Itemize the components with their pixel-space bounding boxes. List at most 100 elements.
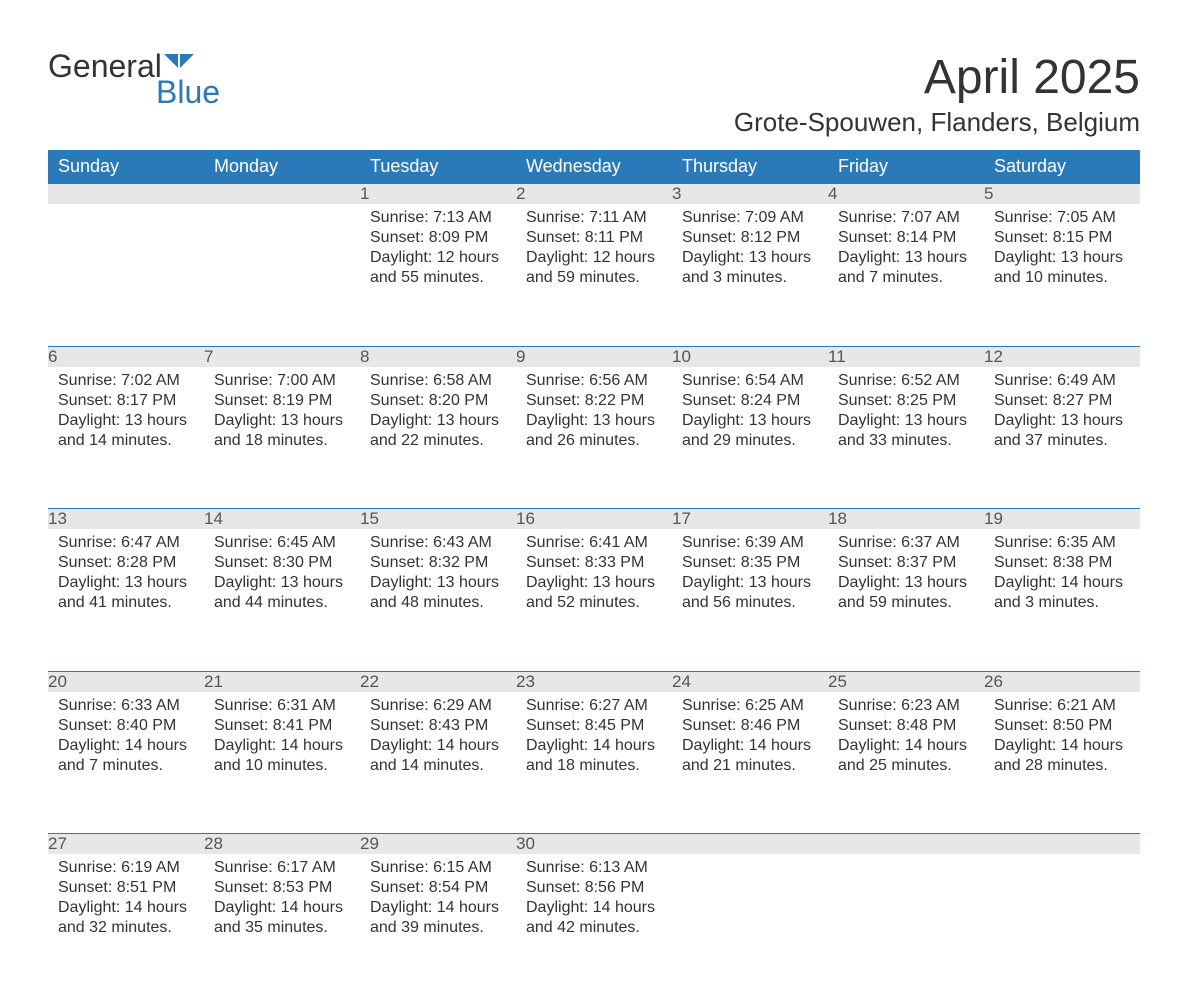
weekday-header: Monday xyxy=(204,150,360,184)
day-number: 11 xyxy=(828,346,984,367)
day-content-row: Sunrise: 6:19 AMSunset: 8:51 PMDaylight:… xyxy=(48,854,1140,996)
day-number: 2 xyxy=(516,184,672,205)
day-number: 1 xyxy=(360,184,516,205)
day-number: 16 xyxy=(516,509,672,530)
day-cell: Sunrise: 7:02 AMSunset: 8:17 PMDaylight:… xyxy=(48,367,204,509)
day-number: 13 xyxy=(48,509,204,530)
day-details: Sunrise: 6:19 AMSunset: 8:51 PMDaylight:… xyxy=(48,854,204,946)
day-cell: Sunrise: 6:45 AMSunset: 8:30 PMDaylight:… xyxy=(204,529,360,671)
day-cell: Sunrise: 6:23 AMSunset: 8:48 PMDaylight:… xyxy=(828,692,984,834)
day-details: Sunrise: 6:37 AMSunset: 8:37 PMDaylight:… xyxy=(828,529,984,621)
day-number: 29 xyxy=(360,834,516,855)
day-number xyxy=(204,184,360,205)
day-cell: Sunrise: 7:07 AMSunset: 8:14 PMDaylight:… xyxy=(828,204,984,346)
day-details: Sunrise: 6:27 AMSunset: 8:45 PMDaylight:… xyxy=(516,692,672,784)
day-details: Sunrise: 7:05 AMSunset: 8:15 PMDaylight:… xyxy=(984,204,1140,296)
day-content-row: Sunrise: 6:47 AMSunset: 8:28 PMDaylight:… xyxy=(48,529,1140,671)
day-cell: Sunrise: 6:27 AMSunset: 8:45 PMDaylight:… xyxy=(516,692,672,834)
day-number: 15 xyxy=(360,509,516,530)
day-number: 3 xyxy=(672,184,828,205)
day-number: 7 xyxy=(204,346,360,367)
day-number: 12 xyxy=(984,346,1140,367)
weekday-header: Wednesday xyxy=(516,150,672,184)
day-cell xyxy=(48,204,204,346)
day-cell: Sunrise: 6:54 AMSunset: 8:24 PMDaylight:… xyxy=(672,367,828,509)
day-cell: Sunrise: 6:52 AMSunset: 8:25 PMDaylight:… xyxy=(828,367,984,509)
day-cell: Sunrise: 7:05 AMSunset: 8:15 PMDaylight:… xyxy=(984,204,1140,346)
day-number: 26 xyxy=(984,671,1140,692)
day-cell: Sunrise: 6:31 AMSunset: 8:41 PMDaylight:… xyxy=(204,692,360,834)
header: General Blue April 2025 Grote-Spouwen, F… xyxy=(48,50,1140,138)
day-cell: Sunrise: 7:11 AMSunset: 8:11 PMDaylight:… xyxy=(516,204,672,346)
weekday-header: Thursday xyxy=(672,150,828,184)
day-cell: Sunrise: 6:13 AMSunset: 8:56 PMDaylight:… xyxy=(516,854,672,996)
day-cell: Sunrise: 6:39 AMSunset: 8:35 PMDaylight:… xyxy=(672,529,828,671)
weekday-header-row: SundayMondayTuesdayWednesdayThursdayFrid… xyxy=(48,150,1140,184)
day-number: 10 xyxy=(672,346,828,367)
day-cell: Sunrise: 6:33 AMSunset: 8:40 PMDaylight:… xyxy=(48,692,204,834)
weekday-header: Friday xyxy=(828,150,984,184)
day-details: Sunrise: 7:09 AMSunset: 8:12 PMDaylight:… xyxy=(672,204,828,296)
brand-logo: General Blue xyxy=(48,50,194,82)
day-details: Sunrise: 7:13 AMSunset: 8:09 PMDaylight:… xyxy=(360,204,516,296)
day-number: 24 xyxy=(672,671,828,692)
day-content-row: Sunrise: 6:33 AMSunset: 8:40 PMDaylight:… xyxy=(48,692,1140,834)
day-cell: Sunrise: 6:19 AMSunset: 8:51 PMDaylight:… xyxy=(48,854,204,996)
weekday-header: Saturday xyxy=(984,150,1140,184)
brand-part2: Blue xyxy=(156,76,220,108)
day-cell: Sunrise: 6:17 AMSunset: 8:53 PMDaylight:… xyxy=(204,854,360,996)
day-cell: Sunrise: 6:21 AMSunset: 8:50 PMDaylight:… xyxy=(984,692,1140,834)
day-details: Sunrise: 6:17 AMSunset: 8:53 PMDaylight:… xyxy=(204,854,360,946)
day-cell: Sunrise: 7:00 AMSunset: 8:19 PMDaylight:… xyxy=(204,367,360,509)
day-number: 19 xyxy=(984,509,1140,530)
day-details: Sunrise: 6:54 AMSunset: 8:24 PMDaylight:… xyxy=(672,367,828,459)
day-number: 8 xyxy=(360,346,516,367)
day-cell: Sunrise: 6:47 AMSunset: 8:28 PMDaylight:… xyxy=(48,529,204,671)
day-number: 20 xyxy=(48,671,204,692)
day-details: Sunrise: 6:49 AMSunset: 8:27 PMDaylight:… xyxy=(984,367,1140,459)
day-cell xyxy=(204,204,360,346)
page-title: April 2025 xyxy=(734,50,1140,105)
daynum-row: 27282930 xyxy=(48,834,1140,855)
day-number: 17 xyxy=(672,509,828,530)
day-details: Sunrise: 6:31 AMSunset: 8:41 PMDaylight:… xyxy=(204,692,360,784)
day-cell: Sunrise: 7:09 AMSunset: 8:12 PMDaylight:… xyxy=(672,204,828,346)
weekday-header: Sunday xyxy=(48,150,204,184)
day-cell: Sunrise: 6:15 AMSunset: 8:54 PMDaylight:… xyxy=(360,854,516,996)
day-number xyxy=(828,834,984,855)
day-number: 28 xyxy=(204,834,360,855)
daynum-row: 20212223242526 xyxy=(48,671,1140,692)
day-content-row: Sunrise: 7:02 AMSunset: 8:17 PMDaylight:… xyxy=(48,367,1140,509)
day-details: Sunrise: 7:02 AMSunset: 8:17 PMDaylight:… xyxy=(48,367,204,459)
day-number xyxy=(48,184,204,205)
day-details: Sunrise: 7:11 AMSunset: 8:11 PMDaylight:… xyxy=(516,204,672,296)
calendar-table: SundayMondayTuesdayWednesdayThursdayFrid… xyxy=(48,150,1140,996)
day-number: 22 xyxy=(360,671,516,692)
day-details: Sunrise: 7:00 AMSunset: 8:19 PMDaylight:… xyxy=(204,367,360,459)
day-number: 18 xyxy=(828,509,984,530)
day-number: 14 xyxy=(204,509,360,530)
daynum-row: 12345 xyxy=(48,184,1140,205)
day-details: Sunrise: 7:07 AMSunset: 8:14 PMDaylight:… xyxy=(828,204,984,296)
day-number: 6 xyxy=(48,346,204,367)
day-details: Sunrise: 6:35 AMSunset: 8:38 PMDaylight:… xyxy=(984,529,1140,621)
day-details: Sunrise: 6:23 AMSunset: 8:48 PMDaylight:… xyxy=(828,692,984,784)
day-details: Sunrise: 6:39 AMSunset: 8:35 PMDaylight:… xyxy=(672,529,828,621)
daynum-row: 13141516171819 xyxy=(48,509,1140,530)
day-cell: Sunrise: 6:43 AMSunset: 8:32 PMDaylight:… xyxy=(360,529,516,671)
day-details: Sunrise: 6:13 AMSunset: 8:56 PMDaylight:… xyxy=(516,854,672,946)
day-cell: Sunrise: 6:58 AMSunset: 8:20 PMDaylight:… xyxy=(360,367,516,509)
day-details: Sunrise: 6:43 AMSunset: 8:32 PMDaylight:… xyxy=(360,529,516,621)
day-cell: Sunrise: 6:35 AMSunset: 8:38 PMDaylight:… xyxy=(984,529,1140,671)
day-number: 25 xyxy=(828,671,984,692)
day-details: Sunrise: 6:47 AMSunset: 8:28 PMDaylight:… xyxy=(48,529,204,621)
day-details: Sunrise: 6:29 AMSunset: 8:43 PMDaylight:… xyxy=(360,692,516,784)
location: Grote-Spouwen, Flanders, Belgium xyxy=(734,107,1140,138)
weekday-header: Tuesday xyxy=(360,150,516,184)
day-details: Sunrise: 6:56 AMSunset: 8:22 PMDaylight:… xyxy=(516,367,672,459)
day-number: 9 xyxy=(516,346,672,367)
daynum-row: 6789101112 xyxy=(48,346,1140,367)
day-details: Sunrise: 6:21 AMSunset: 8:50 PMDaylight:… xyxy=(984,692,1140,784)
day-cell: Sunrise: 6:37 AMSunset: 8:37 PMDaylight:… xyxy=(828,529,984,671)
day-cell: Sunrise: 7:13 AMSunset: 8:09 PMDaylight:… xyxy=(360,204,516,346)
